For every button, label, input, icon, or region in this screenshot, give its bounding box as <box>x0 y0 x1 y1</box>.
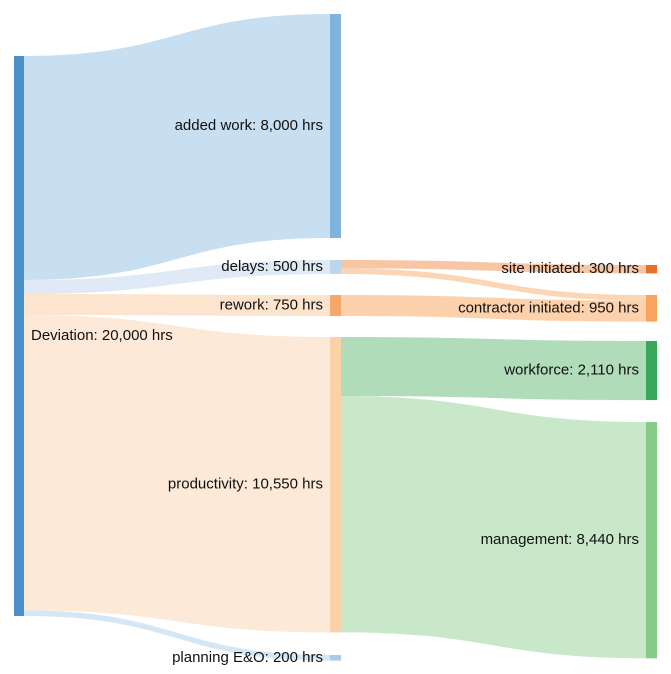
link-rework-to-contractor <box>341 295 646 322</box>
link-deviation-to-rework <box>24 294 330 316</box>
link-delays-to-site <box>341 260 646 274</box>
label-delays: delays: 500 hrs <box>221 258 323 275</box>
link-deviation-to-productivity <box>24 315 330 633</box>
label-added_work: added work: 8,000 hrs <box>175 117 323 134</box>
link-delays-to-contractor <box>341 268 646 301</box>
label-management: management: 8,440 hrs <box>481 531 639 548</box>
node-site <box>646 265 657 274</box>
node-planning <box>330 655 341 661</box>
node-delays <box>330 260 341 274</box>
link-productivity-to-management <box>341 396 646 659</box>
node-workforce <box>646 341 657 401</box>
node-management <box>646 422 657 659</box>
label-contractor: contractor initiated: 950 hrs <box>458 299 639 316</box>
label-deviation: Deviation: 20,000 hrs <box>31 327 173 344</box>
node-rework <box>330 295 341 316</box>
label-site: site initiated: 300 hrs <box>501 260 639 277</box>
label-workforce: workforce: 2,110 hrs <box>503 362 639 379</box>
label-productivity: productivity: 10,550 hrs <box>168 476 323 493</box>
node-deviation <box>14 56 24 616</box>
link-deviation-to-added_work <box>24 14 330 280</box>
node-contractor <box>646 295 657 322</box>
labels-layer: Deviation: 20,000 hrs added work: 8,000 h… <box>31 117 639 666</box>
link-productivity-to-workforce <box>341 337 646 401</box>
link-deviation-to-delays <box>24 260 330 294</box>
link-deviation-to-planning <box>24 610 330 661</box>
label-planning: planning E&O: 200 hrs <box>172 649 323 666</box>
label-rework: rework: 750 hrs <box>220 296 323 313</box>
node-added_work <box>330 14 341 238</box>
node-productivity <box>330 337 341 633</box>
nodes-layer <box>14 14 657 661</box>
links-layer <box>24 14 646 661</box>
